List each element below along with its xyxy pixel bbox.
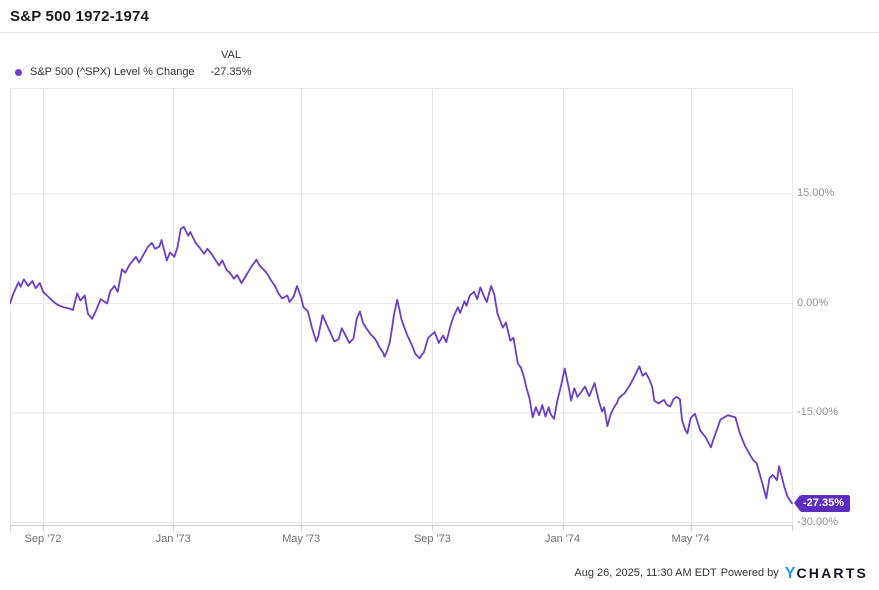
series-dot-icon	[15, 68, 22, 76]
legend-item[interactable]: S&P 500 (^SPX) Level % Change	[15, 64, 195, 80]
ycharts-logo-y: Y	[784, 565, 796, 582]
val-column-header: VAL	[221, 49, 241, 61]
legend-value-column: VAL -27.35%	[197, 49, 265, 78]
x-axis-tick-label: Sep '73	[413, 533, 451, 545]
y-axis-tick-label: -15.00%	[797, 406, 838, 418]
chart-plot-area[interactable]	[10, 88, 793, 532]
x-axis-tick-label: May '74	[671, 533, 710, 545]
last-value-label: -27.35%	[800, 494, 850, 512]
y-axis-tick-label: -30.00%	[797, 515, 838, 528]
last-value-badge: -27.35%	[794, 494, 850, 512]
timestamp: Aug 26, 2025, 11:30 AM EDT	[574, 567, 717, 579]
x-axis-tick-label: May '73	[282, 533, 321, 545]
series-current-value: -27.35%	[210, 66, 252, 78]
x-axis-tick-label: Jan '73	[155, 533, 191, 545]
series-label: S&P 500 (^SPX) Level % Change	[30, 66, 195, 78]
ycharts-logo-charts: CHARTS	[796, 565, 868, 581]
chart-footer: Aug 26, 2025, 11:30 AM EDT Powered by Y …	[574, 563, 868, 583]
series-line[interactable]	[10, 226, 793, 505]
x-axis-tick-label: Jan '74	[545, 533, 581, 545]
y-axis-tick-label: 0.00%	[797, 296, 829, 309]
x-axis-tick-label: Sep '72	[24, 533, 62, 545]
badge-arrow-icon	[794, 495, 800, 512]
y-axis-tick-label: 15.00%	[797, 187, 835, 199]
page-title: S&P 500 1972-1974	[10, 8, 150, 25]
powered-by-text: Powered by	[720, 567, 779, 579]
title-divider	[0, 32, 879, 33]
ycharts-logo[interactable]: Y CHARTS	[784, 565, 868, 582]
